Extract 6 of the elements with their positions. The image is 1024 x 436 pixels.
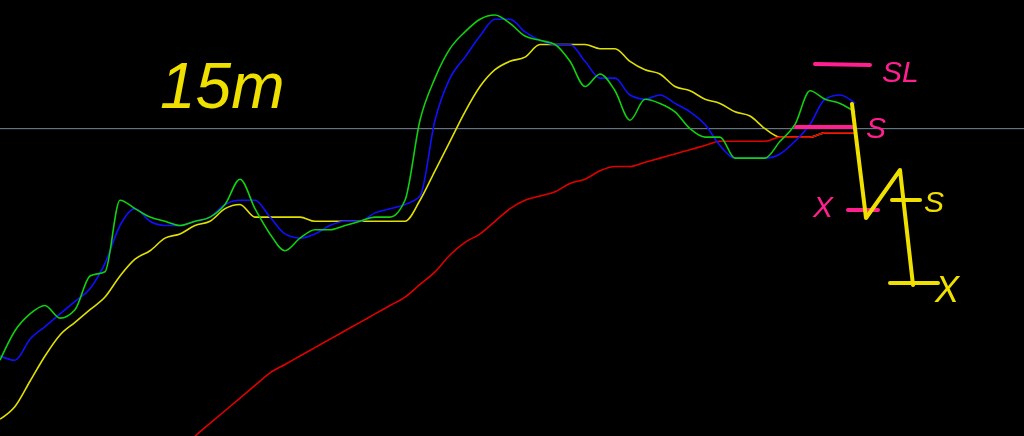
text: S (924, 185, 945, 218)
text: S (866, 111, 887, 144)
text: X (934, 269, 961, 310)
annotation: 15m (160, 50, 285, 122)
annotation: X (812, 190, 834, 223)
text: SL (882, 55, 919, 88)
